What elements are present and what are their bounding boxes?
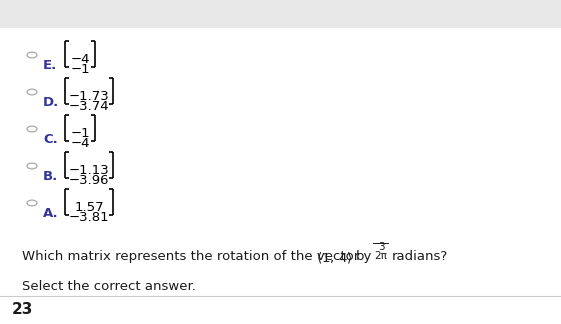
Text: 3: 3: [378, 242, 385, 252]
Text: A.: A.: [43, 207, 59, 220]
Text: D.: D.: [43, 96, 59, 109]
Text: −4: −4: [70, 137, 90, 150]
Text: Select the correct answer.: Select the correct answer.: [22, 280, 196, 293]
Text: radians?: radians?: [392, 250, 448, 263]
Text: −3.81: −3.81: [68, 211, 109, 224]
Text: −3.96: −3.96: [69, 174, 109, 187]
Text: C.: C.: [43, 133, 58, 146]
Text: −1.13: −1.13: [68, 164, 109, 177]
Text: Which matrix represents the rotation of the vector: Which matrix represents the rotation of …: [22, 250, 359, 263]
Text: 1.57: 1.57: [74, 201, 104, 214]
Text: $\langle$1, 4$\rangle$: $\langle$1, 4$\rangle$: [316, 251, 352, 266]
Text: −3.74: −3.74: [68, 100, 109, 113]
Text: −1.73: −1.73: [68, 90, 109, 103]
Text: by: by: [356, 250, 373, 263]
Text: −1: −1: [70, 63, 90, 76]
Text: −1: −1: [70, 127, 90, 140]
Text: B.: B.: [43, 170, 58, 183]
Text: −4: −4: [70, 53, 90, 66]
FancyBboxPatch shape: [0, 0, 561, 28]
Text: E.: E.: [43, 59, 57, 72]
Text: 23: 23: [12, 303, 33, 318]
Text: 2π: 2π: [374, 251, 387, 261]
